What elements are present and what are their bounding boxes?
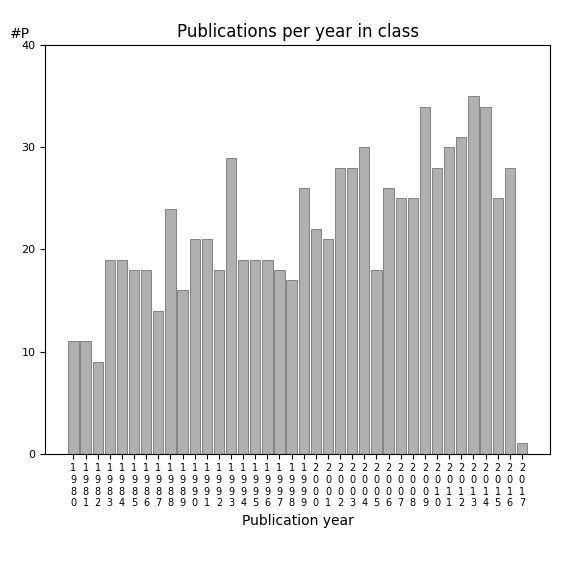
X-axis label: Publication year: Publication year xyxy=(242,514,354,528)
Bar xyxy=(250,260,260,454)
Bar xyxy=(189,239,200,454)
Bar xyxy=(226,158,236,454)
Bar xyxy=(117,260,127,454)
Bar xyxy=(480,107,490,454)
Bar xyxy=(456,137,467,454)
Bar xyxy=(262,260,273,454)
Bar xyxy=(323,239,333,454)
Bar xyxy=(214,270,224,454)
Bar xyxy=(68,341,79,454)
Bar xyxy=(129,270,139,454)
Bar xyxy=(202,239,212,454)
Bar xyxy=(105,260,115,454)
Bar xyxy=(347,168,357,454)
Bar xyxy=(299,188,309,454)
Bar xyxy=(444,147,454,454)
Bar xyxy=(396,198,406,454)
Bar xyxy=(81,341,91,454)
Bar xyxy=(408,198,418,454)
Bar xyxy=(420,107,430,454)
Bar xyxy=(468,96,479,454)
Title: Publications per year in class: Publications per year in class xyxy=(176,23,419,41)
Bar xyxy=(335,168,345,454)
Bar xyxy=(238,260,248,454)
Bar xyxy=(286,280,297,454)
Bar xyxy=(383,188,393,454)
Text: #P: #P xyxy=(10,27,30,41)
Bar xyxy=(505,168,515,454)
Bar xyxy=(177,290,188,454)
Bar xyxy=(517,443,527,454)
Bar xyxy=(165,209,176,454)
Bar xyxy=(371,270,382,454)
Bar xyxy=(153,311,163,454)
Bar xyxy=(274,270,285,454)
Bar xyxy=(141,270,151,454)
Bar xyxy=(432,168,442,454)
Bar xyxy=(359,147,370,454)
Bar xyxy=(92,362,103,454)
Bar xyxy=(311,229,321,454)
Bar xyxy=(493,198,503,454)
